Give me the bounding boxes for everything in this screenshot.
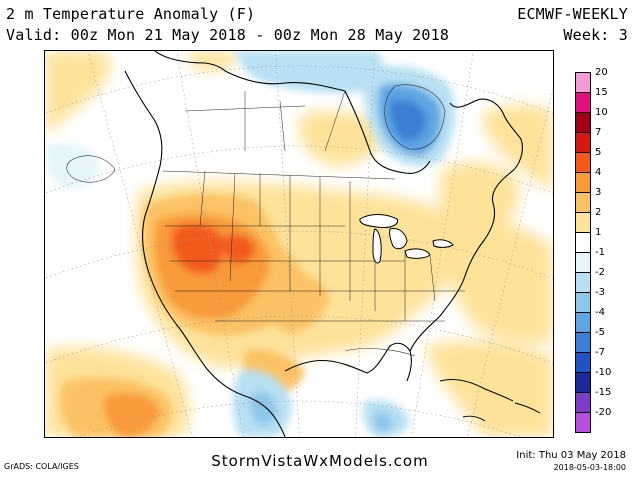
colorbar-swatch bbox=[575, 312, 591, 333]
colorbar-label: -7 bbox=[595, 347, 605, 358]
colorbar: 20 15 10 7 5 4 3 2 1 -1 -2 -3 -4 -5 -7 -10 -15 -20 bbox=[575, 68, 621, 434]
grads-credit: GrADS: COLA/IGES bbox=[4, 462, 79, 471]
colorbar-label: -2 bbox=[595, 267, 605, 278]
colorbar-label: 15 bbox=[595, 87, 608, 98]
colorbar-swatch bbox=[575, 152, 591, 173]
colorbar-swatch bbox=[575, 192, 591, 213]
lat-lon-grid bbox=[45, 51, 553, 437]
colorbar-label: 7 bbox=[595, 127, 602, 138]
colorbar-label: 2 bbox=[595, 207, 602, 218]
colorbar-swatch bbox=[575, 392, 591, 413]
colorbar-label: 10 bbox=[595, 107, 608, 118]
colorbar-swatch bbox=[575, 172, 591, 193]
colorbar-swatch bbox=[575, 372, 591, 393]
colorbar-label: -3 bbox=[595, 287, 605, 298]
political-borders bbox=[162, 90, 465, 322]
colorbar-label: -10 bbox=[595, 367, 612, 378]
colorbar-label: 1 bbox=[595, 227, 602, 238]
colorbar-label: -15 bbox=[595, 387, 612, 398]
colorbar-swatch bbox=[575, 272, 591, 293]
coastlines bbox=[124, 51, 523, 437]
colorbar-swatch bbox=[575, 212, 591, 233]
colorbar-swatch bbox=[575, 112, 591, 133]
colorbar-label: 3 bbox=[595, 187, 602, 198]
valid-period: Valid: 00z Mon 21 May 2018 - 00z Mon 28 … bbox=[6, 26, 450, 44]
anomaly-contours bbox=[66, 84, 446, 357]
map-title: 2 m Temperature Anomaly (F) bbox=[6, 5, 256, 23]
anomaly-map-svg bbox=[45, 51, 553, 437]
colorbar-swatch bbox=[575, 252, 591, 273]
site-name: StormVistaWxModels.com bbox=[211, 452, 429, 470]
colorbar-label: -20 bbox=[595, 407, 612, 418]
colorbar-swatch bbox=[575, 232, 591, 253]
anomaly-map bbox=[44, 50, 554, 438]
colorbar-swatch bbox=[575, 132, 591, 153]
colorbar-swatch bbox=[575, 352, 591, 373]
colorbar-label: 5 bbox=[595, 147, 602, 158]
great-lakes bbox=[359, 214, 454, 264]
colorbar-swatch bbox=[575, 412, 591, 433]
colorbar-swatch bbox=[575, 72, 591, 93]
week-label: Week: 3 bbox=[563, 26, 628, 44]
init-timestamp: 2018-05-03-18:00 bbox=[553, 463, 626, 472]
colorbar-label: 20 bbox=[595, 67, 608, 78]
colorbar-label: -1 bbox=[595, 247, 605, 258]
colorbar-swatch bbox=[575, 92, 591, 113]
colorbar-label: -4 bbox=[595, 307, 605, 318]
colorbar-label: -5 bbox=[595, 327, 605, 338]
caribbean-islands bbox=[439, 378, 541, 422]
colorbar-swatch bbox=[575, 332, 591, 353]
init-label: Init: Thu 03 May 2018 bbox=[516, 450, 626, 461]
colorbar-label: 4 bbox=[595, 167, 602, 178]
colorbar-swatch bbox=[575, 292, 591, 313]
model-name: ECMWF-WEEKLY bbox=[517, 5, 628, 23]
